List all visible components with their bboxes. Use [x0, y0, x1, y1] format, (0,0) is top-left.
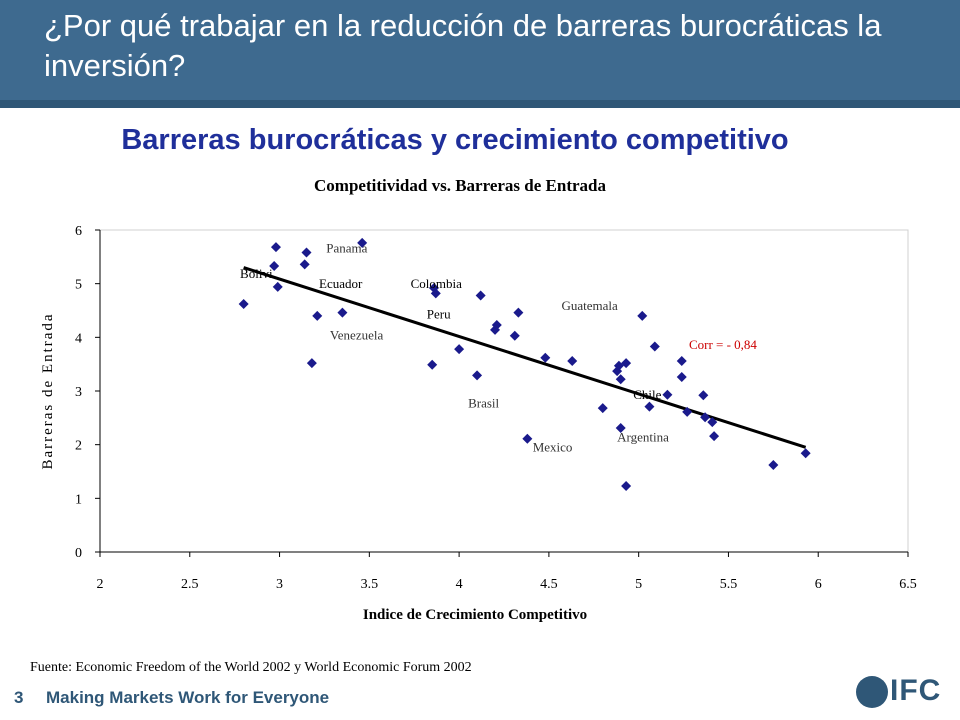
x-tick-label: 4.5	[540, 577, 558, 592]
footer-tagline: Making Markets Work for Everyone	[46, 688, 330, 707]
annotation-label: Chile	[633, 387, 661, 402]
header-band	[0, 100, 960, 108]
scatter-chart: 2 2.5 3 3.5 4 4.5 5 5.5 6 6.5 0 1 2 3 4 5 6 Panama Bolivi…	[40, 224, 917, 623]
data-point	[299, 259, 310, 270]
annotation-label: Brasil	[468, 396, 499, 411]
logo-text: IFC	[890, 674, 942, 707]
data-point	[644, 401, 655, 412]
data-point	[621, 358, 632, 369]
x-axis-label: Indice de Crecimiento Competitivo	[363, 607, 587, 623]
y-tick-label: 1	[75, 492, 82, 507]
y-tick-label: 4	[75, 331, 82, 346]
header-bar	[0, 0, 960, 106]
chart-title: Competitividad vs. Barreras de Entrada	[314, 176, 606, 195]
data-point	[306, 358, 317, 369]
y-tick-label: 3	[75, 385, 82, 400]
ifc-logo: IFC	[856, 674, 948, 710]
annotation-label: Guatemala	[561, 298, 618, 313]
annotation-label: Colombia	[411, 276, 463, 291]
data-point	[637, 310, 648, 321]
y-tick-label: 2	[75, 439, 82, 454]
plot-area	[99, 229, 909, 553]
data-point	[612, 366, 623, 377]
annotation-label: Venezuela	[330, 327, 384, 342]
data-point	[698, 390, 709, 401]
data-point	[427, 359, 438, 370]
x-tick-label: 5	[635, 577, 642, 592]
data-point	[522, 433, 533, 444]
data-point	[676, 372, 687, 383]
x-tick-label: 4	[456, 577, 463, 592]
data-point	[662, 389, 673, 400]
globe-icon	[856, 676, 888, 708]
annotation-label: Argentina	[617, 429, 669, 444]
data-point	[301, 247, 312, 258]
data-point	[649, 341, 660, 352]
data-point	[454, 344, 465, 355]
data-point	[800, 448, 811, 459]
y-tick-label: 5	[75, 278, 82, 293]
data-point	[357, 237, 368, 248]
data-point	[430, 288, 441, 299]
data-point	[707, 417, 718, 428]
annotation-label: Corr = - 0,84	[689, 337, 757, 352]
page-title: ¿Por qué trabajar en la reducción de bar…	[44, 8, 882, 83]
annotation-label: Peru	[427, 307, 451, 322]
annotation-label: Panama	[326, 241, 367, 256]
data-point	[238, 299, 249, 310]
x-tick-label: 5.5	[720, 577, 738, 592]
data-point	[621, 480, 632, 491]
data-point	[768, 460, 779, 471]
source-note: Fuente: Economic Freedom of the World 20…	[30, 660, 472, 675]
x-tick-label: 3.5	[361, 577, 379, 592]
data-point	[509, 330, 520, 341]
x-tick-label: 2	[97, 577, 104, 592]
annotation-label: Mexico	[533, 440, 573, 455]
data-point	[337, 307, 348, 318]
x-tick-label: 3	[276, 577, 283, 592]
data-point	[272, 281, 283, 292]
slide-subtitle: Barreras burocráticas y crecimiento comp…	[121, 124, 789, 156]
x-tick-label: 6	[815, 577, 822, 592]
data-point	[472, 370, 483, 381]
data-point	[475, 290, 486, 301]
x-tick-label: 6.5	[899, 577, 917, 592]
data-point	[269, 260, 280, 271]
data-point	[567, 355, 578, 366]
data-point	[615, 423, 626, 434]
slide-number: 3	[14, 688, 24, 707]
data-point	[700, 412, 711, 423]
data-point	[312, 310, 323, 321]
data-point	[491, 319, 502, 330]
data-point	[682, 406, 693, 417]
data-point	[676, 355, 687, 366]
data-point	[540, 352, 551, 363]
data-point	[270, 242, 281, 253]
annotation-label: Bolivi	[240, 266, 273, 281]
data-point	[615, 374, 626, 385]
y-tick-label: 0	[75, 546, 82, 561]
annotation-label: Ecuador	[319, 276, 363, 291]
y-tick-label: 6	[75, 224, 82, 239]
data-point	[513, 307, 524, 318]
x-tick-label: 2.5	[181, 577, 199, 592]
trend-line	[243, 266, 807, 449]
y-axis-label: Barreras de Entrada	[40, 312, 56, 469]
data-point	[597, 403, 608, 414]
data-point	[709, 431, 720, 442]
